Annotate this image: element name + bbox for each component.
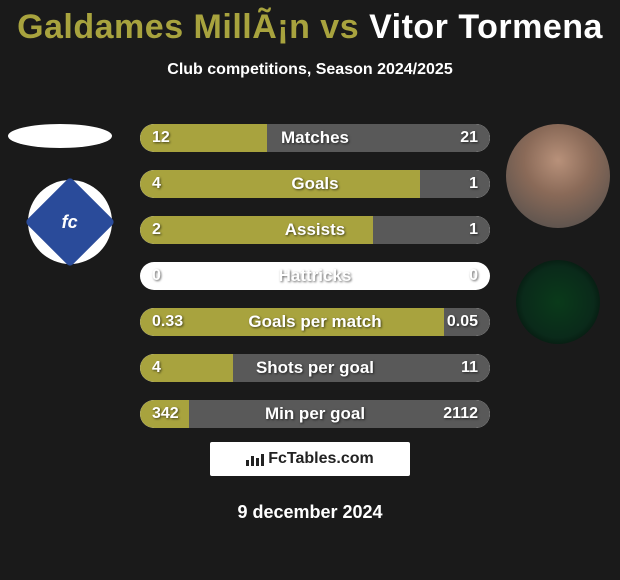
player2-club-badge — [516, 260, 600, 344]
brand-text: FcTables.com — [268, 450, 374, 468]
bar-row: Hattricks0 0 — [140, 262, 490, 290]
title-player2: Vitor Tormena — [369, 8, 603, 46]
page-title: Galdames MillÃ¡n vs Vitor Tormena — [0, 0, 620, 47]
bar-value-left: 342 — [152, 400, 179, 428]
bar-label: Matches — [140, 124, 490, 152]
date-text: 9 december 2024 — [0, 502, 620, 523]
bar-label: Min per goal — [140, 400, 490, 428]
bar-value-right: 2112 — [443, 400, 478, 428]
subtitle: Club competitions, Season 2024/2025 — [0, 61, 620, 79]
bar-label: Goals per match — [140, 308, 490, 336]
bar-row: Goals4 1 — [140, 170, 490, 198]
bar-value-left: 4 — [152, 354, 161, 382]
bar-value-right: 0.05 — [447, 308, 478, 336]
bar-value-left: 12 — [152, 124, 170, 152]
chart-icon — [246, 452, 264, 466]
title-vs: vs — [310, 8, 369, 46]
bar-label: Assists — [140, 216, 490, 244]
bar-value-left: 0 — [152, 262, 161, 290]
comparison-bars: Matches1221Goals41Assists21Hattricks00Go… — [140, 124, 490, 446]
bar-value-right: 0 — [469, 262, 478, 290]
bar-value-right: 21 — [460, 124, 478, 152]
bar-label: Goals — [140, 170, 490, 198]
bar-value-right: 1 — [469, 216, 478, 244]
bar-row: Min per goal342 2112 — [140, 400, 490, 428]
title-player1: Galdames MillÃ¡n — [17, 8, 310, 46]
bar-row: Matches12 21 — [140, 124, 490, 152]
bar-row: Assists2 1 — [140, 216, 490, 244]
player1-avatar — [8, 124, 112, 148]
brand-footer: FcTables.com — [210, 442, 410, 476]
bar-value-left: 4 — [152, 170, 161, 198]
bar-label: Shots per goal — [140, 354, 490, 382]
bar-value-right: 1 — [469, 170, 478, 198]
player2-avatar — [506, 124, 610, 228]
bar-label: Hattricks — [140, 262, 490, 290]
player1-club-badge: fc — [28, 180, 112, 264]
bar-row: Goals per match0.33 0.05 — [140, 308, 490, 336]
bar-value-left: 2 — [152, 216, 161, 244]
bar-row: Shots per goal4 11 — [140, 354, 490, 382]
bar-value-right: 11 — [461, 354, 478, 382]
bar-value-left: 0.33 — [152, 308, 183, 336]
